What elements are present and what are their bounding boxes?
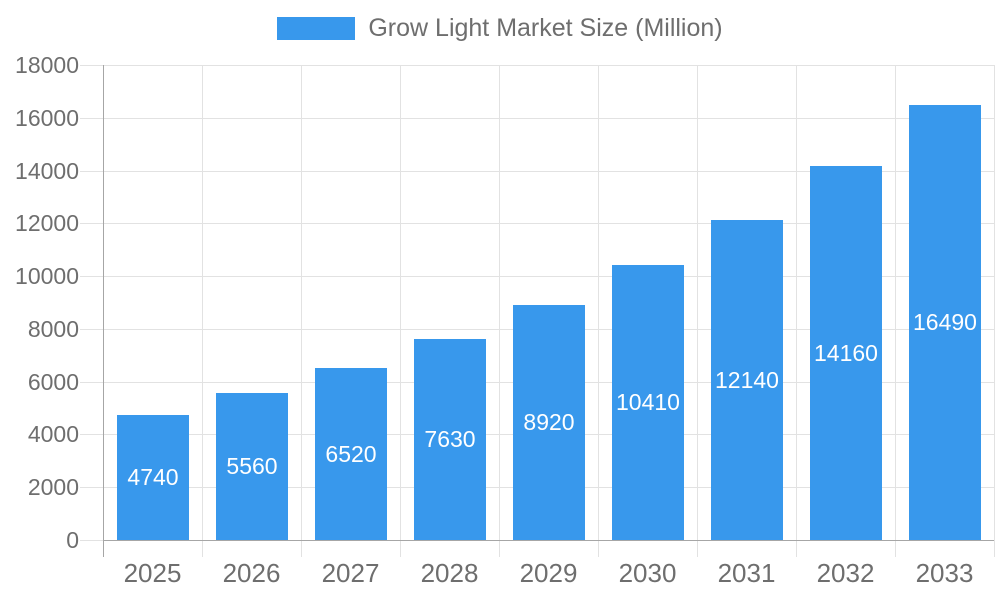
bar-2030[interactable]: 10410: [612, 265, 684, 540]
x-gridline: [994, 65, 995, 557]
x-gridline: [796, 65, 797, 557]
x-gridline: [400, 65, 401, 557]
y-gridline: [80, 65, 994, 66]
y-axis-tick-label: 12000: [15, 210, 79, 236]
bar-value-label: 10410: [616, 389, 680, 415]
x-gridline: [301, 65, 302, 557]
bar-value-label: 7630: [424, 426, 476, 452]
bar-value-label: 14160: [814, 339, 878, 366]
bar-2025[interactable]: 4740: [117, 415, 189, 540]
x-gridline: [598, 65, 599, 557]
y-axis-tick-label: 6000: [27, 369, 79, 395]
bar-2026[interactable]: 5560: [216, 393, 288, 540]
x-axis-tick-label: 2028: [420, 558, 479, 588]
bar-value-label: 6520: [325, 440, 377, 467]
y-gridline: [80, 118, 994, 119]
legend: Grow Light Market Size (Million): [0, 14, 1000, 43]
x-axis-tick-label: 2030: [618, 558, 677, 588]
y-axis-tick-label: 2000: [27, 474, 79, 500]
x-axis-tick-label: 2026: [222, 558, 281, 588]
bar-2028[interactable]: 7630: [414, 339, 486, 540]
x-axis-line: [103, 540, 994, 541]
bar-2029[interactable]: 8920: [513, 305, 585, 540]
legend-label[interactable]: Grow Light Market Size (Million): [368, 14, 723, 42]
bar-2027[interactable]: 6520: [315, 368, 387, 540]
y-axis-tick-label: 18000: [15, 52, 79, 78]
y-axis-tick-label: 10000: [15, 263, 79, 289]
y-gridline: [80, 223, 994, 224]
x-axis-tick-label: 2031: [717, 558, 776, 588]
y-axis-tick-label: 4000: [27, 421, 79, 447]
y-axis-tick-label: 16000: [15, 105, 79, 131]
y-axis-tick-label: 14000: [15, 158, 79, 184]
y-axis-tick-label: 0: [66, 527, 79, 553]
y-gridline: [80, 171, 994, 172]
x-gridline: [895, 65, 896, 557]
bar-value-label: 5560: [226, 453, 278, 479]
bar-value-label: 12140: [715, 366, 779, 393]
y-axis-line: [103, 65, 104, 557]
x-axis-tick-label: 2033: [915, 558, 974, 588]
x-gridline: [202, 65, 203, 557]
bar-value-label: 8920: [523, 409, 575, 435]
x-axis-tick-label: 2027: [321, 558, 380, 588]
x-axis-tick-label: 2029: [519, 558, 578, 588]
x-axis-tick-label: 2025: [123, 558, 182, 588]
x-gridline: [499, 65, 500, 557]
bar-2031[interactable]: 12140: [711, 220, 783, 540]
y-gridline: [80, 276, 994, 277]
bar-value-label: 16490: [913, 309, 977, 335]
y-gridline: [80, 540, 103, 541]
legend-swatch[interactable]: [277, 17, 356, 40]
bar-2033[interactable]: 16490: [909, 105, 981, 540]
x-gridline: [697, 65, 698, 557]
y-axis-tick-label: 8000: [27, 316, 79, 342]
bar-value-label: 4740: [127, 464, 179, 490]
bar-2032[interactable]: 14160: [810, 166, 882, 540]
x-axis-tick-label: 2032: [816, 558, 875, 588]
